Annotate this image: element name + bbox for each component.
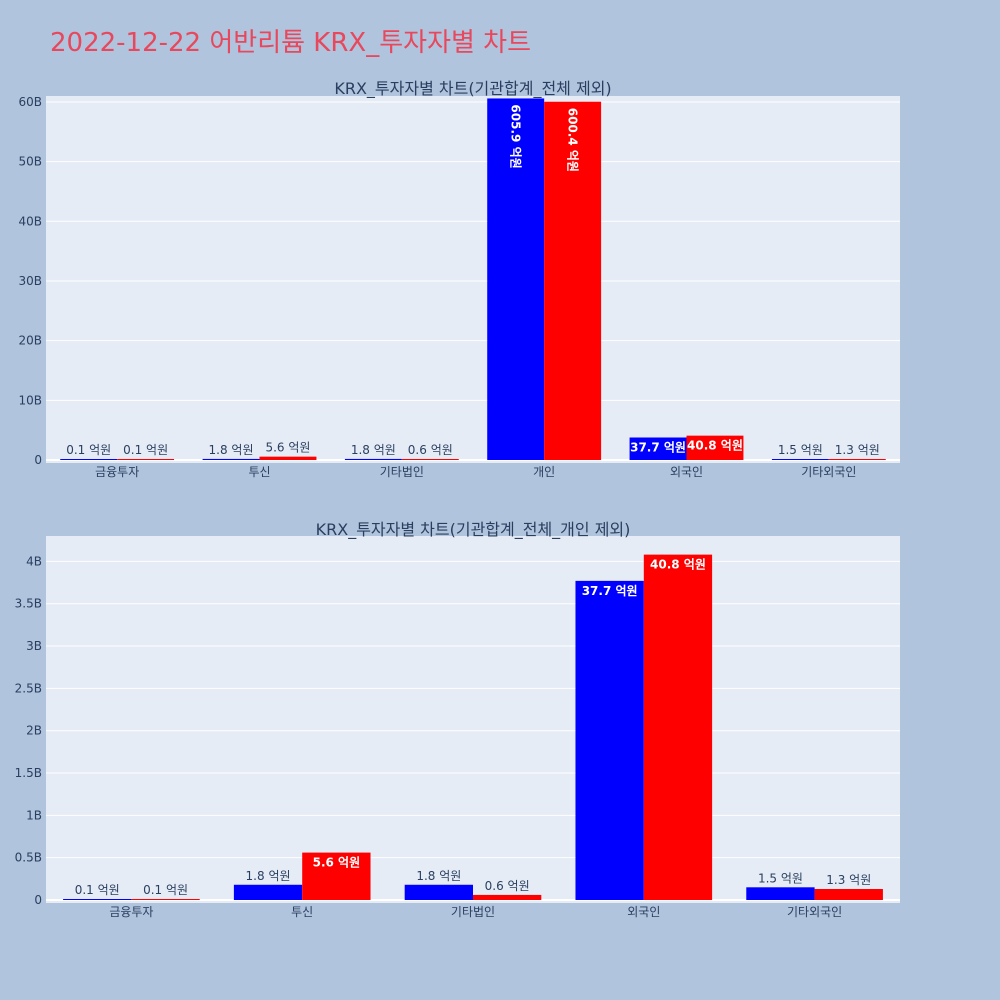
plot-area: [46, 96, 900, 463]
bar: [473, 894, 542, 900]
y-tick-label: 1.5B: [15, 766, 42, 780]
y-tick-label: 2.5B: [15, 681, 42, 695]
y-tick-label: 50B: [18, 155, 42, 169]
bar: [771, 459, 829, 460]
x-tick-label: 기타외국인: [787, 905, 842, 919]
plot-area: [46, 536, 900, 903]
bar: [487, 98, 545, 460]
bar: [259, 456, 317, 460]
bar: [404, 884, 473, 900]
data-label: 1.5 억원: [778, 443, 823, 457]
data-label: 37.7 억원: [582, 584, 638, 598]
bar: [828, 459, 886, 460]
data-label: 600.4 억원: [566, 108, 580, 172]
bar: [643, 554, 713, 900]
y-tick-label: 10B: [18, 393, 42, 407]
data-label: 1.3 억원: [835, 443, 880, 457]
chart-krx-investor-all: KRX_투자자별 차트(기관합계_전체 제외) 0 10B 20B 30B 40B 50B 6…: [18, 79, 900, 479]
page-title: 2022-12-22 어반리튬 KRX_투자자별 차트: [50, 28, 532, 58]
y-tick-label: 1B: [26, 808, 42, 822]
chart-title: KRX_투자자별 차트(기관합계_전체_개인 제외): [316, 520, 631, 540]
data-label: 1.8 억원: [416, 869, 461, 883]
bar: [302, 852, 371, 900]
y-tick-label: 0: [34, 893, 42, 907]
x-tick-label: 투신: [248, 465, 270, 479]
y-tick-label: 20B: [18, 334, 42, 348]
bar: [63, 899, 132, 900]
data-label: 1.5 억원: [758, 871, 803, 885]
x-tick-label: 기타법인: [380, 465, 424, 479]
y-tick-label: 2B: [26, 724, 42, 738]
bar: [131, 899, 200, 900]
y-tick-label: 4B: [26, 554, 42, 568]
x-tick-label: 외국인: [670, 465, 703, 479]
bar: [686, 435, 744, 460]
data-label: 5.6 억원: [265, 441, 310, 455]
x-tick-label: 금융투자: [95, 465, 139, 479]
y-tick-label: 0.5B: [15, 851, 42, 865]
bar: [60, 459, 118, 460]
y-tick-label: 30B: [18, 274, 42, 288]
y-tick-label: 40B: [18, 214, 42, 228]
bar: [746, 887, 815, 900]
bar: [814, 888, 883, 900]
y-tick-label: 3B: [26, 639, 42, 653]
y-tick-label: 0: [34, 453, 42, 467]
data-label: 5.6 억원: [313, 856, 361, 870]
x-tick-label: 금융투자: [109, 905, 153, 919]
x-tick-label: 개인: [533, 465, 555, 479]
bar: [344, 458, 402, 460]
data-label: 1.8 억원: [209, 443, 254, 457]
bar: [544, 101, 602, 461]
data-label: 1.8 억원: [351, 443, 396, 457]
bar: [117, 459, 175, 460]
x-tick-label: 외국인: [627, 905, 660, 919]
data-label: 0.1 억원: [75, 883, 120, 897]
y-tick-label: 3.5B: [15, 597, 42, 611]
data-label: 1.3 억원: [826, 873, 871, 887]
bar: [629, 437, 687, 460]
data-label: 0.1 억원: [143, 883, 188, 897]
data-label: 37.7 억원: [630, 441, 686, 455]
data-label: 40.8 억원: [650, 558, 706, 572]
data-label: 0.1 억원: [66, 443, 111, 457]
data-label: 0.6 억원: [485, 879, 530, 893]
data-label: 0.6 억원: [408, 443, 453, 457]
data-label: 40.8 억원: [687, 439, 743, 453]
data-label: 0.1 억원: [123, 443, 168, 457]
x-tick-label: 기타외국인: [801, 465, 856, 479]
bar: [575, 580, 644, 900]
bar: [202, 458, 260, 460]
chart-title: KRX_투자자별 차트(기관합계_전체 제외): [334, 79, 611, 99]
x-tick-label: 기타법인: [451, 905, 495, 919]
bar: [401, 459, 459, 460]
data-label: 1.8 억원: [246, 869, 291, 883]
y-tick-label: 60B: [18, 95, 42, 109]
data-label: 605.9 억원: [509, 104, 523, 168]
bar: [233, 884, 303, 900]
x-tick-label: 투신: [291, 905, 313, 919]
